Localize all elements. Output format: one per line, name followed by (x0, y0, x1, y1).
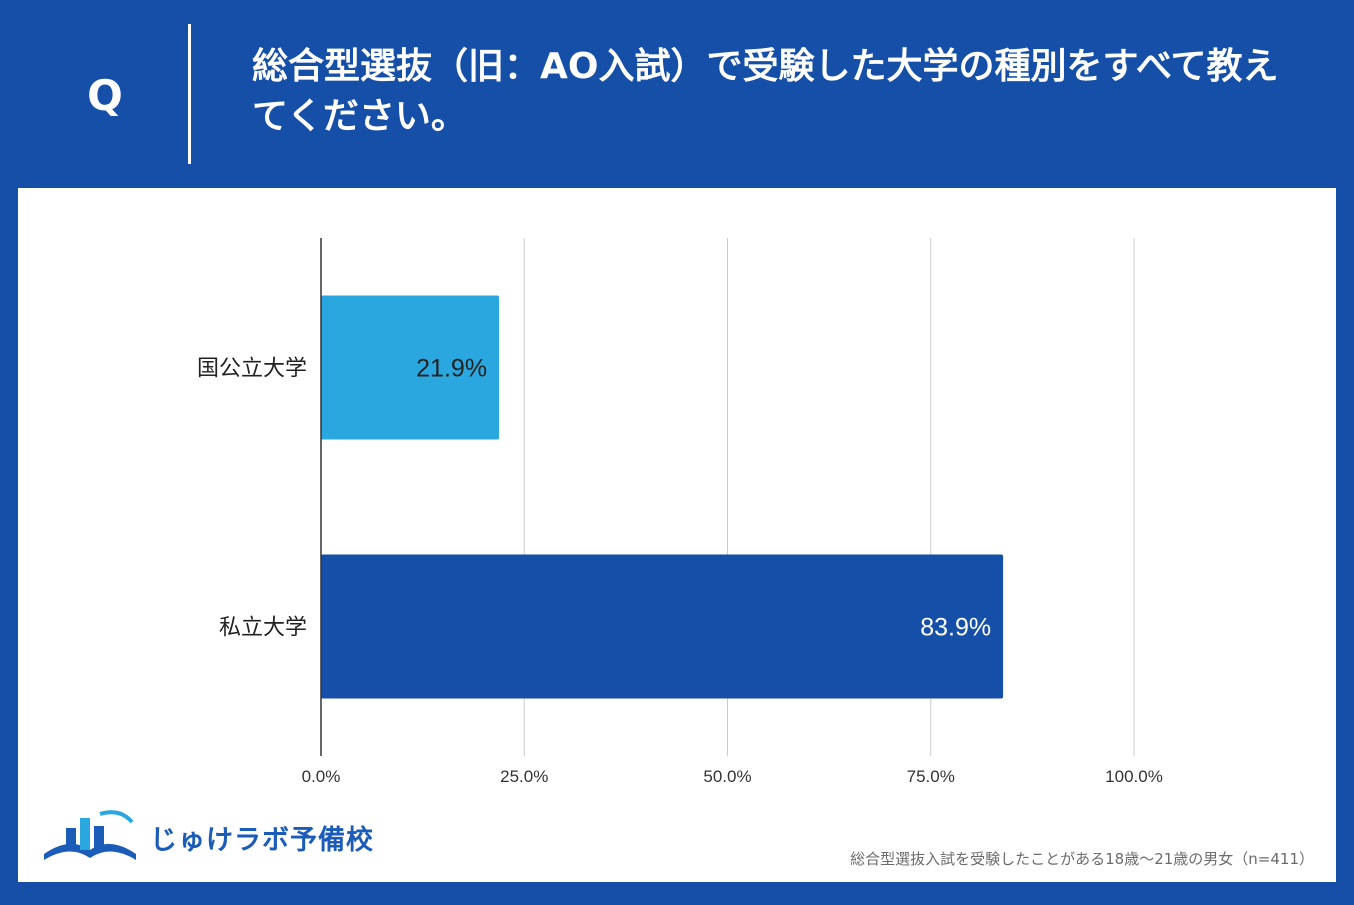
data-label: 83.9% (920, 614, 991, 642)
q-label: Q (87, 71, 123, 120)
logo: じゅけラボ予備校 (40, 806, 373, 866)
question-text: 総合型選抜（旧：AO入試）で受験した大学の種別をすべて教えてください。 (252, 46, 1279, 137)
open-book-icon (44, 810, 136, 860)
x-tick-label: 100.0% (1105, 767, 1163, 786)
x-tick-label: 75.0% (907, 767, 955, 786)
bar (321, 295, 500, 440)
question-header: Q 総合型選抜（旧：AO入試）で受験した大学の種別をすべて教えてください。 (0, 0, 1354, 188)
header-divider (188, 24, 191, 164)
bar (321, 554, 1004, 699)
category-label: 私立大学 (219, 616, 307, 641)
bar-chart: 0.0% 25.0% 50.0% 75.0% 100.0% 21.9% 国公立大学 83.9%… (197, 238, 1163, 786)
sample-footnote: 総合型選抜入試を受験したことがある18歳〜21歳の男女（n=411） (850, 850, 1314, 868)
category-label: 国公立大学 (197, 357, 307, 382)
chart-panel: 0.0% 25.0% 50.0% 75.0% 100.0% 21.9% 国公立大学 83.9%… (18, 188, 1336, 882)
data-label: 21.9% (416, 355, 487, 383)
logo-text: じゅけラボ予備校 (150, 825, 374, 856)
x-tick-label: 0.0% (302, 767, 341, 786)
x-tick-label: 50.0% (703, 767, 751, 786)
x-tick-label: 25.0% (500, 767, 548, 786)
